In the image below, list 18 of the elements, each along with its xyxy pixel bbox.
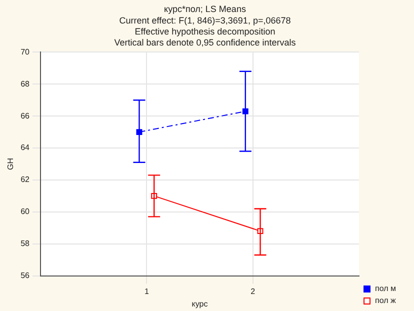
legend-label: пол м [375, 284, 396, 294]
y-tick-label: 68 [20, 79, 30, 88]
y-tick-label: 58 [20, 239, 30, 248]
y-tick-label: 56 [20, 271, 30, 280]
y-tick-label: 64 [20, 143, 30, 152]
chart-title: курс*пол; LS Means [164, 4, 246, 14]
text: Effective hypothesis decomposition [134, 26, 276, 36]
y-tick-label: 70 [20, 47, 30, 56]
y-axis-title: GH [6, 158, 16, 170]
y-tick-label: 60 [20, 207, 30, 216]
x-tick-label: 2 [250, 286, 256, 296]
y-tick-label: 66 [20, 111, 30, 120]
chart-subtitle: Current effect: F(1, 846)=3,3691, p=,06678 [119, 16, 291, 26]
legend-label: пол ж [375, 296, 396, 306]
text: Vertical bars denote 0,95 confidence intervals [114, 37, 296, 48]
x-axis-title: курс [192, 299, 208, 308]
y-tick-label: 62 [20, 175, 30, 184]
x-tick-label: 1 [144, 286, 150, 296]
